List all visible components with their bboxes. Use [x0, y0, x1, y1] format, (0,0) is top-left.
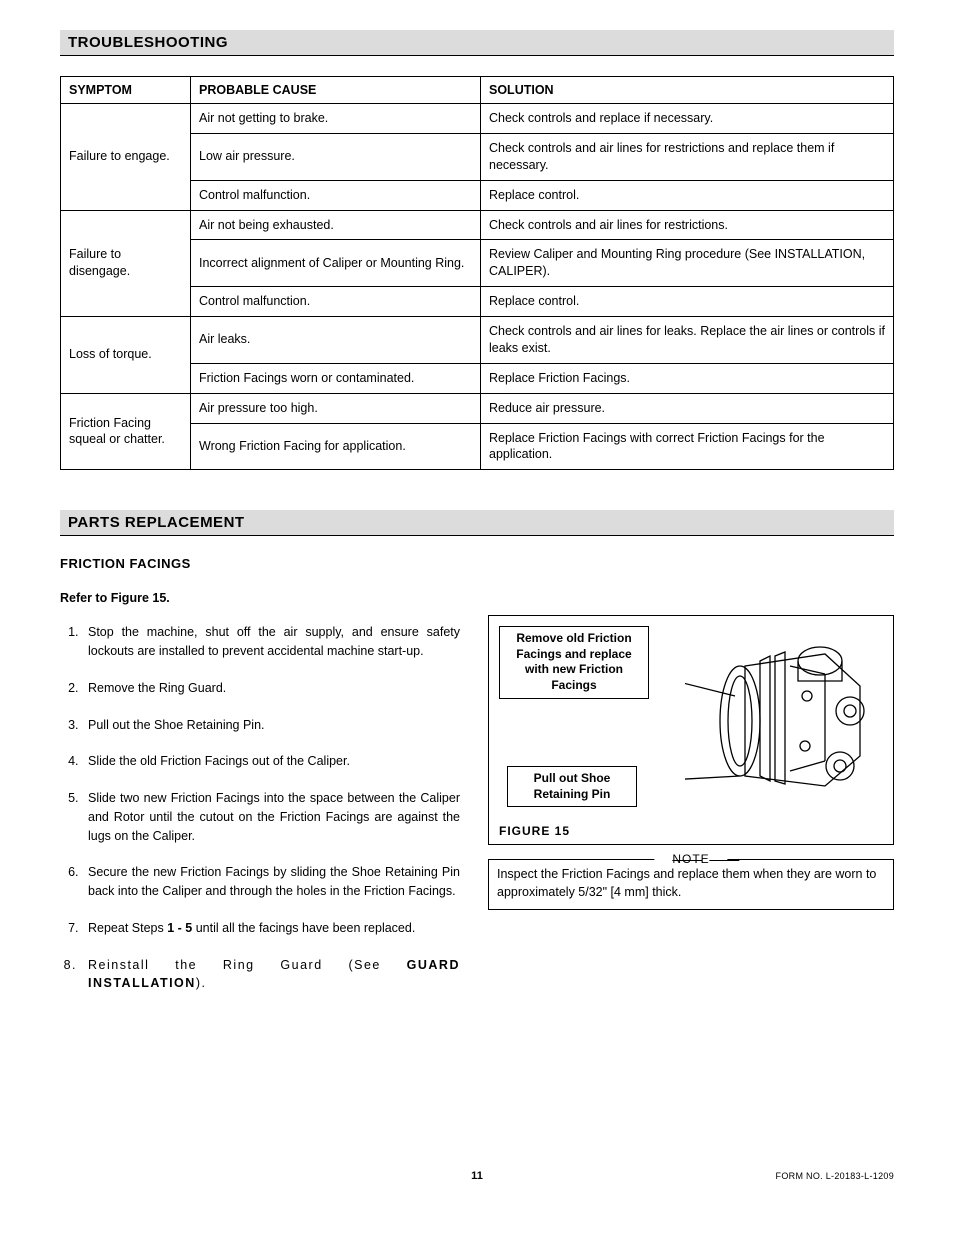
symptom-cell: Friction Facing squeal or chatter. — [61, 393, 191, 470]
solution-cell: Check controls and air lines for restric… — [481, 210, 894, 240]
callout-remove-facings: Remove old Friction Facings and replace … — [499, 626, 649, 698]
symptom-cell: Failure to disengage. — [61, 210, 191, 317]
table-row: Failure to engage. Air not getting to br… — [61, 104, 894, 134]
section-heading-parts-replacement: PARTS REPLACEMENT — [60, 510, 894, 536]
solution-cell: Reduce air pressure. — [481, 393, 894, 423]
solution-cell: Check controls and replace if necessary. — [481, 104, 894, 134]
note-box: NOTE Inspect the Friction Facings and re… — [488, 859, 894, 910]
cause-cell: Air leaks. — [191, 317, 481, 364]
form-number: FORM NO. L-20183-L-1209 — [776, 1171, 894, 1181]
table-header-cause: PROBABLE CAUSE — [191, 77, 481, 104]
solution-cell: Check controls and air lines for leaks. … — [481, 317, 894, 364]
cause-cell: Friction Facings worn or contaminated. — [191, 363, 481, 393]
symptom-cell: Failure to engage. — [61, 104, 191, 211]
page-number: 11 — [471, 1170, 483, 1182]
callout-pull-pin: Pull out Shoe Retaining Pin — [507, 766, 637, 807]
right-column: Remove old Friction Facings and replace … — [488, 581, 894, 910]
step-item: Remove the Ring Guard. — [82, 679, 460, 698]
caliper-diagram-icon — [685, 626, 885, 816]
note-label: NOTE — [654, 851, 727, 868]
step7-prefix: Repeat Steps — [88, 921, 167, 935]
subheading-friction-facings: FRICTION FACINGS — [60, 556, 894, 571]
solution-cell: Replace control. — [481, 287, 894, 317]
cause-cell: Control malfunction. — [191, 287, 481, 317]
page-footer: 11 FORM NO. L-20183-L-1209 — [60, 1171, 894, 1181]
step-item: Secure the new Friction Facings by slidi… — [82, 863, 460, 901]
cause-cell: Wrong Friction Facing for application. — [191, 423, 481, 470]
step-item: Reinstall the Ring Guard (See GUARD INST… — [82, 956, 460, 994]
cause-cell: Air not getting to brake. — [191, 104, 481, 134]
step-item: Slide the old Friction Facings out of th… — [82, 752, 460, 771]
cause-cell: Air not being exhausted. — [191, 210, 481, 240]
figure-caption: FIGURE 15 — [499, 824, 570, 838]
symptom-cell: Loss of torque. — [61, 317, 191, 394]
step-item: Stop the machine, shut off the air suppl… — [82, 623, 460, 661]
table-row: Failure to disengage. Air not being exha… — [61, 210, 894, 240]
step7-suffix: until all the facings have been replaced… — [192, 921, 415, 935]
cause-cell: Incorrect alignment of Caliper or Mounti… — [191, 240, 481, 287]
step8-prefix: Reinstall the Ring Guard (See — [88, 958, 407, 972]
cause-cell: Low air pressure. — [191, 133, 481, 180]
step7-bold: 1 - 5 — [167, 921, 192, 935]
table-row: Loss of torque. Air leaks. Check control… — [61, 317, 894, 364]
left-column: Refer to Figure 15. Stop the machine, sh… — [60, 581, 460, 1011]
section-heading-troubleshooting: TROUBLESHOOTING — [60, 30, 894, 56]
cause-cell: Air pressure too high. — [191, 393, 481, 423]
step-item: Repeat Steps 1 - 5 until all the facings… — [82, 919, 460, 938]
cause-cell: Control malfunction. — [191, 180, 481, 210]
solution-cell: Check controls and air lines for restric… — [481, 133, 894, 180]
figure-15-box: Remove old Friction Facings and replace … — [488, 615, 894, 845]
solution-cell: Replace control. — [481, 180, 894, 210]
troubleshooting-table: SYMPTOM PROBABLE CAUSE SOLUTION Failure … — [60, 76, 894, 470]
table-header-solution: SOLUTION — [481, 77, 894, 104]
refer-figure: Refer to Figure 15. — [60, 591, 460, 605]
note-text: Inspect the Friction Facings and replace… — [497, 867, 876, 899]
solution-cell: Review Caliper and Mounting Ring procedu… — [481, 240, 894, 287]
solution-cell: Replace Friction Facings with correct Fr… — [481, 423, 894, 470]
solution-cell: Replace Friction Facings. — [481, 363, 894, 393]
step-item: Slide two new Friction Facings into the … — [82, 789, 460, 845]
steps-list: Stop the machine, shut off the air suppl… — [60, 623, 460, 993]
step-item: Pull out the Shoe Retaining Pin. — [82, 716, 460, 735]
table-row: Friction Facing squeal or chatter. Air p… — [61, 393, 894, 423]
table-header-symptom: SYMPTOM — [61, 77, 191, 104]
step8-suffix: ). — [196, 976, 207, 990]
